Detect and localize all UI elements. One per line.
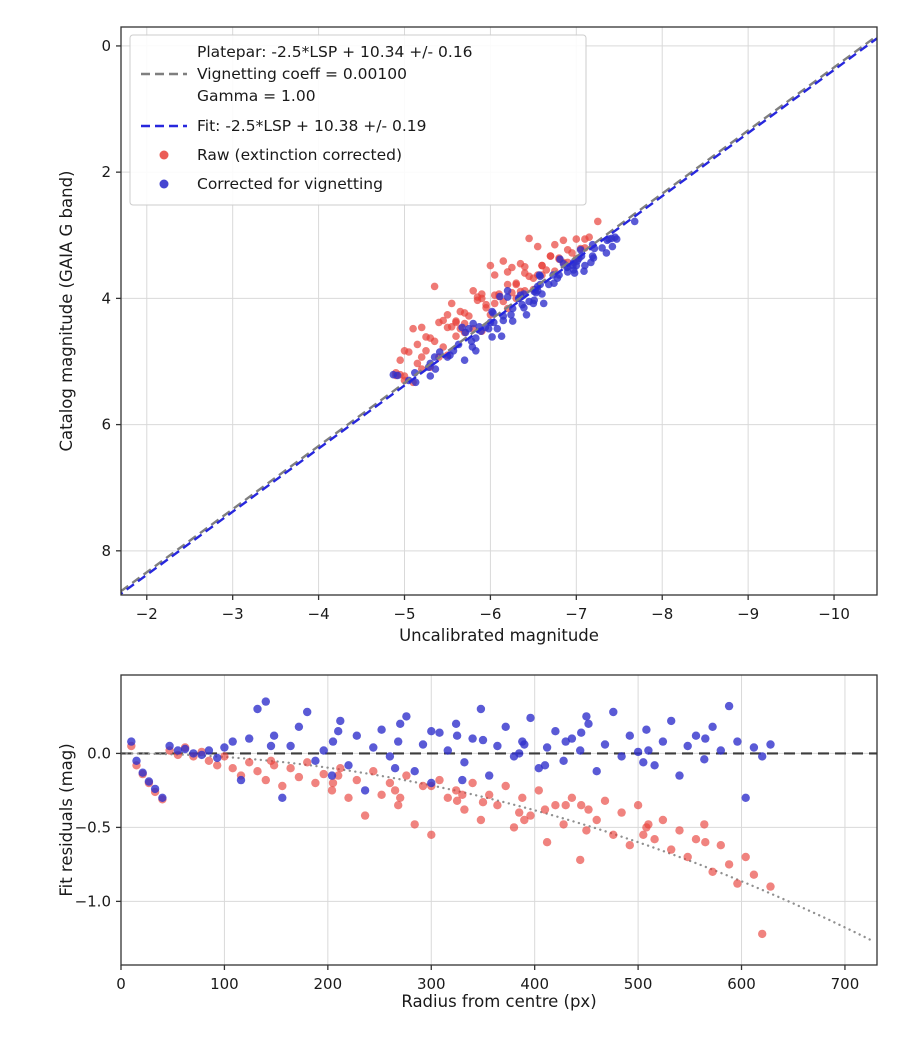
platepar-line xyxy=(120,34,878,593)
legend-platepar-label: Platepar: -2.5*LSP + 10.34 +/- 0.16 xyxy=(197,43,473,61)
legend-fit-label: Fit: -2.5*LSP + 10.38 +/- 0.19 xyxy=(197,117,427,135)
magnitude-chart-y-tick-label: 4 xyxy=(101,289,111,307)
magnitude-chart-x-tick-label: −2 xyxy=(136,605,158,623)
legend-raw-label: Raw (extinction corrected) xyxy=(197,146,402,164)
residuals-chart-y-axis-label: Fit residuals (mag) xyxy=(57,743,76,896)
legend-box xyxy=(129,34,587,206)
vignetting-model-curve xyxy=(119,752,876,943)
magnitude-chart-x-tick-label: −3 xyxy=(222,605,244,623)
magnitude-chart-x-axis-label: Uncalibrated magnitude xyxy=(399,626,599,645)
residuals-chart-x-tick-label: 100 xyxy=(210,975,239,993)
residuals-chart-x-tick-label: 200 xyxy=(314,975,343,993)
legend-gamma-label: Gamma = 1.00 xyxy=(197,87,316,105)
residuals-chart-x-tick-label: 400 xyxy=(520,975,549,993)
residuals-chart-x-tick-label: 700 xyxy=(831,975,860,993)
residuals-chart-x-tick-label: 300 xyxy=(417,975,446,993)
residuals-chart-x-tick-label: 600 xyxy=(727,975,756,993)
residuals-chart-x-axis-label: Radius from centre (px) xyxy=(401,992,596,1011)
residuals-chart-x-tick-label: 500 xyxy=(624,975,653,993)
magnitude-chart-x-tick-label: −7 xyxy=(565,605,587,623)
residuals-chart-x-tick-label: 0 xyxy=(116,975,126,993)
legend-corrected-label: Corrected for vignetting xyxy=(197,175,383,193)
residuals-chart-y-tick-label: 0.0 xyxy=(87,744,111,762)
magnitude-chart-y-tick-label: 6 xyxy=(101,416,111,434)
magnitude-chart-x-tick-label: −4 xyxy=(308,605,330,623)
magnitude-chart-x-tick-label: −6 xyxy=(479,605,501,623)
magnitude-chart-spines xyxy=(120,26,878,596)
legend-corrected-dot-sample xyxy=(159,179,169,189)
residuals-chart-axes: 0 100 200 300 400 500 600 700 0.0 −0.5 −1.0 Radius … xyxy=(57,674,878,1011)
residuals-chart-y-tick-label: −0.5 xyxy=(75,818,111,836)
legend: Platepar: -2.5*LSP + 10.34 +/- 0.16 Vigne… xyxy=(129,34,587,206)
magnitude-chart-y-axis-label: Catalog magnitude (GAIA G band) xyxy=(57,171,76,452)
fit-line xyxy=(120,37,878,595)
legend-vignetting-coeff-label: Vignetting coeff = 0.00100 xyxy=(197,65,407,83)
magnitude-chart-x-tick-label: −5 xyxy=(393,605,415,623)
magnitude-chart-x-tick-label: −10 xyxy=(818,605,850,623)
magnitude-chart-y-tick-label: 0 xyxy=(101,37,111,55)
magnitude-chart-axes: −2 −3 −4 −5 −6 −7 −8 −9 −10 0 2 4 6 8 Uncalibrated mag… xyxy=(57,26,878,645)
legend-raw-dot-sample xyxy=(159,150,169,160)
corrected-residual-points xyxy=(127,697,775,802)
residuals-chart-y-tick-label: −1.0 xyxy=(75,892,111,910)
magnitude-chart-y-tick-label: 8 xyxy=(101,542,111,560)
magnitude-chart-x-tick-label: −8 xyxy=(651,605,673,623)
magnitude-chart-x-tick-label: −9 xyxy=(737,605,759,623)
magnitude-chart-y-tick-label: 2 xyxy=(101,163,111,181)
residuals-chart-spines xyxy=(120,674,878,966)
